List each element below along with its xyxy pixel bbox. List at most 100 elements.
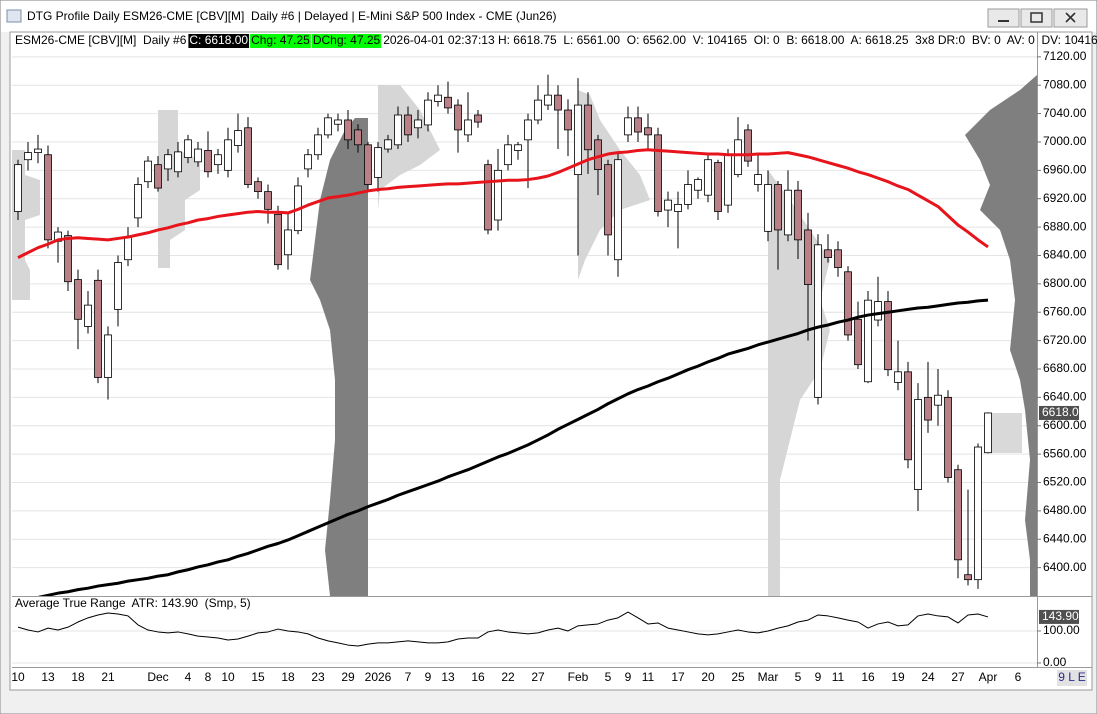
candle-body: [464, 119, 472, 136]
x-tick-label: 23: [311, 670, 325, 684]
candle-body: [24, 152, 32, 161]
indicator-title: Average True Range ATR: 143.90 (Smp, 5): [15, 596, 251, 610]
minimize-button[interactable]: [987, 8, 1020, 28]
maximize-button[interactable]: [1020, 8, 1053, 28]
x-tick-label: 10: [11, 670, 25, 684]
candle-body: [214, 154, 222, 166]
y-tick-label: 7120.00: [1043, 49, 1087, 63]
y-tick-label: 0.00: [1043, 655, 1067, 669]
candle-body: [554, 94, 562, 111]
candle-body: [384, 139, 392, 150]
candle-body: [564, 109, 572, 131]
y-tick-label: 7000.00: [1043, 134, 1087, 148]
candle-body: [934, 394, 942, 406]
candle-body: [304, 154, 312, 170]
candle-body: [434, 94, 442, 102]
last-value-label: 143.90: [1042, 609, 1079, 623]
candle-body: [164, 154, 172, 170]
moving-average: [37, 298, 989, 596]
candle-body: [284, 229, 292, 256]
x-tick-label: 9: [815, 670, 822, 684]
x-tick-label: 9: [425, 670, 432, 684]
candle-body: [474, 114, 482, 123]
candle-body: [424, 99, 432, 126]
candle-body: [734, 139, 742, 175]
candle-body: [514, 144, 522, 151]
y-tick-label: 6440.00: [1043, 531, 1087, 545]
candle-body: [394, 114, 402, 146]
candle-body: [194, 148, 202, 163]
x-tick-label: 16: [861, 670, 875, 684]
candle-body: [414, 119, 422, 129]
candle-body: [324, 117, 332, 136]
x-tick-label: 5: [795, 670, 802, 684]
candle-body: [44, 154, 52, 241]
info-text: DChg: 47.25: [313, 33, 381, 47]
candle-body: [604, 164, 612, 236]
candle-body: [924, 396, 932, 421]
atr-plot: [17, 611, 989, 647]
candle-body: [224, 139, 232, 171]
volume-profile: [990, 413, 1022, 453]
app-icon: [6, 9, 22, 23]
candle-body: [544, 94, 552, 106]
x-tick-label: 6: [1015, 670, 1022, 684]
candle-body: [634, 117, 642, 133]
x-tick-label: 18: [71, 670, 85, 684]
candle-body: [244, 127, 252, 185]
candle-body: [684, 184, 692, 205]
last-value-tag: [1039, 609, 1079, 624]
candle-body: [264, 191, 272, 210]
x-tick-label: 10: [221, 670, 235, 684]
candle-body: [784, 189, 792, 236]
candle-body: [354, 129, 362, 146]
candle-body: [724, 154, 732, 206]
window-buttons: [987, 8, 1088, 28]
info-text: C: 6618.00: [189, 33, 248, 47]
candle-body: [184, 139, 192, 158]
candle-body: [854, 318, 862, 366]
candle-body: [844, 271, 852, 336]
corner-label: 9 L E: [1058, 670, 1086, 684]
candle-body: [864, 299, 872, 383]
candle-body: [834, 249, 842, 268]
candle-body: [824, 249, 832, 258]
y-tick-label: 6960.00: [1043, 163, 1087, 177]
y-tick-label: 6800.00: [1043, 276, 1087, 290]
candle-body: [944, 396, 952, 478]
x-tick-label: Mar: [758, 670, 779, 684]
y-tick-label: 6520.00: [1043, 475, 1087, 489]
candle-body: [534, 99, 542, 121]
candle-body: [204, 150, 212, 173]
y-tick-label: 6600.00: [1043, 418, 1087, 432]
candle-body: [454, 104, 462, 131]
y-tick-label: 6480.00: [1043, 503, 1087, 517]
info-text: Chg: 47.25: [251, 33, 310, 47]
x-tick-label: 13: [41, 670, 55, 684]
candle-body: [904, 371, 912, 461]
candle-body: [14, 164, 22, 212]
y-tick-label: 6400.00: [1043, 560, 1087, 574]
x-tick-label: Apr: [979, 670, 998, 684]
info-highlight: [311, 34, 382, 48]
candle-body: [254, 181, 262, 193]
close-icon: [1065, 12, 1076, 23]
candle-body: [94, 279, 102, 378]
title-bar: [1, 1, 1096, 32]
x-tick-label: 7: [405, 670, 412, 684]
volume-profile: [378, 85, 440, 210]
x-tick-label: 13: [441, 670, 455, 684]
labels: 6400.006440.006480.006520.006560.006600.…: [11, 33, 1097, 684]
last-value-tag: [1039, 405, 1079, 420]
x-tick-label: 19: [891, 670, 905, 684]
candle-body: [714, 162, 722, 212]
x-tick-label: 4: [185, 670, 192, 684]
candle-body: [914, 399, 922, 490]
candle-body: [344, 119, 352, 141]
y-tick-label: 6680.00: [1043, 361, 1087, 375]
volume-profile: [578, 90, 650, 280]
candle-body: [744, 129, 752, 162]
candle-body: [84, 304, 92, 327]
